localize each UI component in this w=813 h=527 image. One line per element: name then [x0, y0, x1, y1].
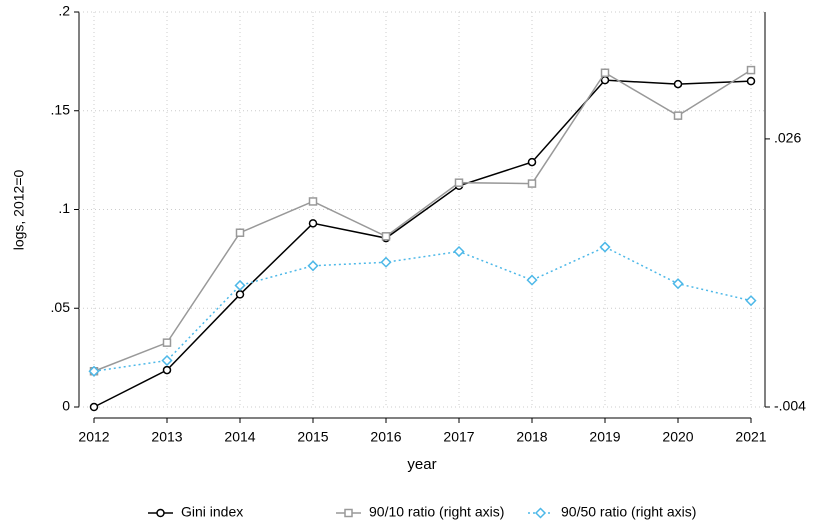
data-point: [162, 338, 172, 347]
data-point: [600, 68, 610, 78]
data-point: [235, 290, 245, 299]
data-point: [527, 157, 537, 167]
data-point: [527, 179, 537, 188]
y-tick-label: .2: [58, 3, 70, 19]
data-point: [380, 256, 392, 268]
data-point: [235, 228, 245, 237]
legend-marker: [156, 508, 165, 518]
x-tick-label: 2019: [589, 429, 620, 445]
series-line: [93, 246, 752, 372]
data-point: [746, 76, 756, 86]
data-point: [454, 178, 464, 187]
data-point: [89, 402, 99, 412]
x-tick-label: 2015: [297, 429, 328, 445]
y-tick-label: .15: [51, 101, 71, 117]
x-tick-label: 2021: [735, 429, 766, 445]
data-point: [307, 260, 319, 272]
data-point: [162, 365, 172, 375]
legend-label: 90/50 ratio (right axis): [561, 504, 696, 520]
x-tick-label: 2020: [662, 429, 693, 445]
data-point: [234, 279, 246, 292]
x-axis-title: year: [407, 456, 436, 473]
data-point: [745, 295, 757, 307]
series-line: [93, 79, 752, 408]
data-point: [88, 365, 100, 377]
y-tick-label: 0: [62, 398, 70, 414]
x-tick-label: 2017: [443, 429, 474, 445]
legend-label: 90/10 ratio (right axis): [369, 504, 504, 520]
data-point: [308, 219, 318, 228]
data-point: [673, 79, 683, 89]
x-tick-label: 2018: [516, 429, 547, 445]
data-point: [381, 232, 391, 241]
data-point: [161, 354, 173, 367]
data-point: [453, 245, 465, 258]
data-point: [673, 111, 683, 120]
y-axis-title: logs, 2012=0: [11, 170, 27, 251]
data-point: [672, 278, 684, 290]
series-line: [93, 69, 752, 372]
x-tick-label: 2014: [224, 429, 255, 445]
legend-marker: [534, 507, 547, 519]
x-tick-label: 2013: [151, 429, 182, 445]
data-point: [308, 197, 318, 206]
y2-tick-label: .026: [774, 130, 801, 146]
data-point: [746, 65, 756, 75]
x-tick-label: 2016: [370, 429, 401, 445]
legend-marker: [344, 508, 353, 518]
data-point: [526, 274, 538, 286]
y2-tick-label: -.004: [774, 398, 806, 414]
y-tick-label: .1: [58, 200, 70, 216]
x-tick-label: 2012: [78, 429, 109, 445]
data-point: [599, 241, 611, 253]
y-tick-label: .05: [51, 299, 71, 315]
legend-label: Gini index: [181, 504, 243, 520]
